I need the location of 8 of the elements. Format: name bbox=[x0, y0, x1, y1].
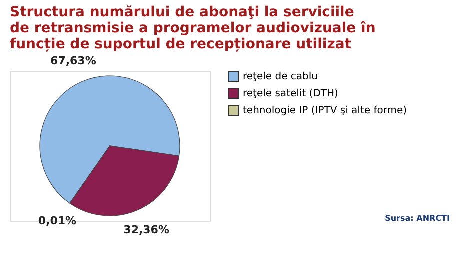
chart-title: Structura numărului de abonaţi la serviciile de retransmisie a programelor audiovizuale în funcție de suportul de recepționare utilizat bbox=[10, 4, 376, 53]
data-label: 32,36% bbox=[124, 223, 170, 236]
legend-label: reţele de cablu bbox=[243, 72, 318, 82]
text: Sursa: ANRCTI bbox=[385, 214, 450, 223]
legend-label: reţele satelit (DTH) bbox=[243, 88, 339, 100]
legend-label: tehnologie IP (IPTV şi alte forme) bbox=[243, 106, 408, 116]
data-label: 0,01% bbox=[38, 214, 77, 228]
data-label: 67,63% bbox=[50, 54, 96, 68]
